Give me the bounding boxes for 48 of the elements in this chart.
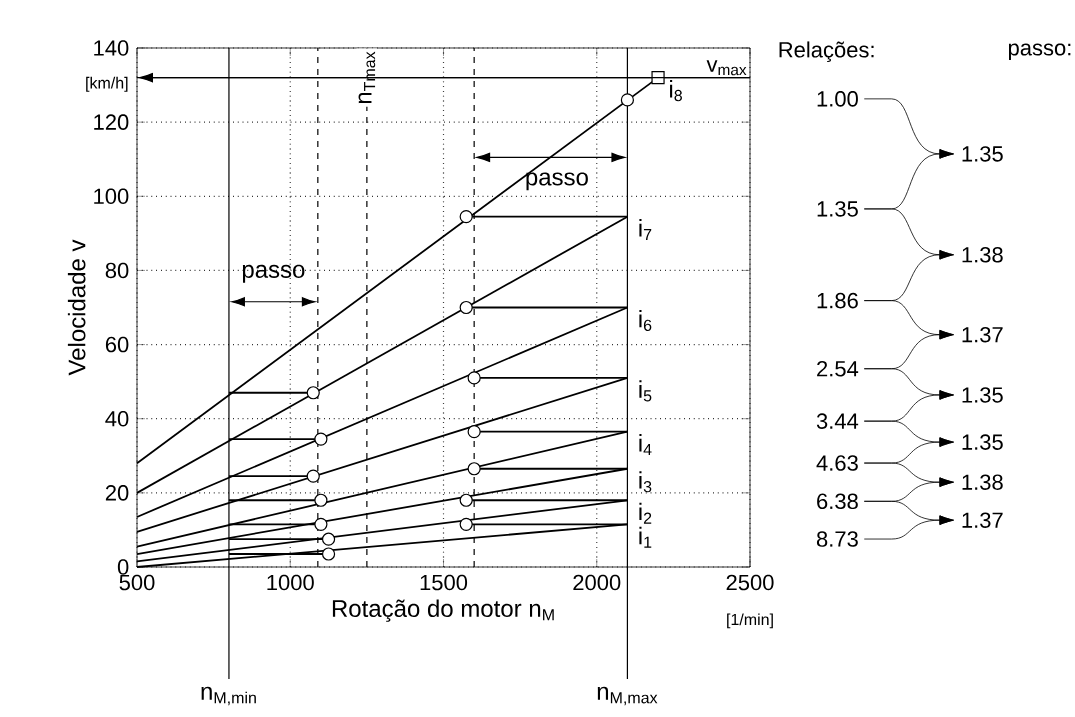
series-label: i$_{6}$ xyxy=(639,309,652,332)
text: 1.35 xyxy=(962,434,1003,450)
category-label: 2.54 xyxy=(817,360,859,377)
y-tick-label: 120 xyxy=(94,114,129,130)
text: 1.38 xyxy=(962,474,1003,490)
category-label: 4.63 xyxy=(816,455,858,471)
text: Relações: xyxy=(779,41,874,63)
series-label: i$_{3}$ xyxy=(639,471,652,493)
text: 1.37 xyxy=(962,512,1003,528)
y-tick-label: 100 xyxy=(94,188,129,205)
text: passo: xyxy=(1008,43,1071,60)
y-tick-label: 60 xyxy=(105,336,129,353)
series-label: i$_{1}$ xyxy=(639,526,652,548)
annotation: passo xyxy=(526,172,588,191)
category-label: 8.73 xyxy=(816,531,858,547)
category-label: 1.86 xyxy=(817,292,858,309)
category-label: 1.00 xyxy=(817,91,858,107)
x-tick-label: 2000 xyxy=(573,574,621,591)
y-tick-label: 140 xyxy=(94,40,129,56)
x-tick-label: 2500 xyxy=(726,574,774,591)
ref-line-label: n$_{Tmax}$ xyxy=(358,51,376,104)
category-label: 1.35 xyxy=(817,201,858,217)
text: [1/min] xyxy=(727,613,773,629)
category-label: 6.38 xyxy=(817,493,858,510)
y-tick-label: 0 xyxy=(117,559,129,575)
x-axis-title: Rotação do motor n$_{M}$ xyxy=(332,599,554,622)
category-label: 3.44 xyxy=(816,413,859,429)
annotation: passo xyxy=(242,264,305,283)
ref-line-label: v$_{max}$ xyxy=(706,60,747,76)
series-label: i$_{5}$ xyxy=(639,380,652,402)
series-label: i$_{2}$ xyxy=(639,502,652,524)
series-label: i$_{8}$ xyxy=(670,80,682,102)
x-tick-label: 500 xyxy=(119,574,155,591)
text: 1.35 xyxy=(962,387,1003,403)
y-tick-label: 40 xyxy=(105,410,129,427)
x-tick-label: 1000 xyxy=(267,574,314,591)
y-tick-label: 80 xyxy=(105,262,129,279)
ref-line-label: n$_{M,max}$ xyxy=(597,686,658,706)
x-tick-label: 1500 xyxy=(420,574,468,591)
text: [km/h] xyxy=(86,76,128,92)
ref-line-label: n$_{M,min}$ xyxy=(201,686,256,706)
series-label: i$_{4}$ xyxy=(639,434,652,456)
text: 1.35 xyxy=(962,146,1003,162)
y-axis-title: Velocidade v xyxy=(67,239,86,376)
series-label: i$_{7}$ xyxy=(639,219,652,241)
text: 1.37 xyxy=(962,326,1003,343)
y-tick-label: 20 xyxy=(105,485,129,501)
text: 1.38 xyxy=(962,247,1003,263)
